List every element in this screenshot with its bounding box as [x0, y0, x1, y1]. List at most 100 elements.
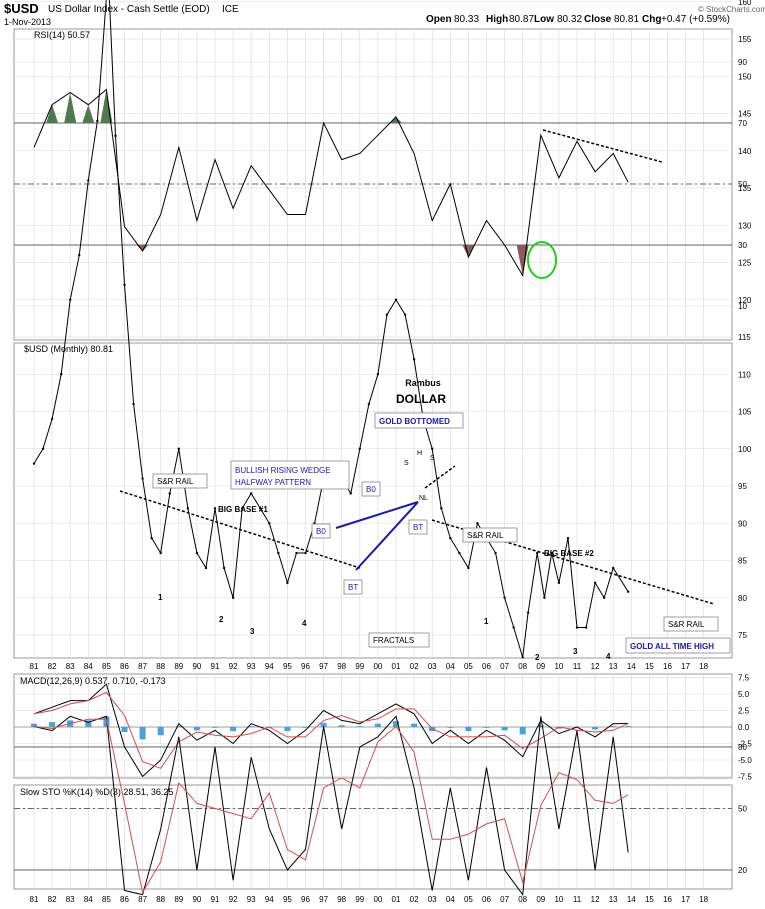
price-ytick-label: 80 [738, 594, 747, 603]
b0-label-1-box [311, 523, 331, 539]
price-xtick-label: 06 [482, 662, 491, 671]
price-point [123, 283, 126, 287]
price-xtick-label: 93 [247, 662, 256, 671]
macd-histogram-bar [230, 727, 237, 732]
price-xtick-label: 85 [102, 662, 111, 671]
rambus-subtitle: Rambus [405, 378, 441, 388]
price-xtick-label: 98 [337, 662, 346, 671]
rsi-trendline [542, 129, 663, 163]
price-point [557, 581, 561, 585]
price-point [204, 566, 208, 570]
sto-xtick-label: 82 [48, 895, 57, 904]
fractals-label-box [368, 632, 430, 648]
wedge-label-box [230, 460, 350, 490]
price-point [349, 492, 352, 495]
price-point [467, 566, 470, 570]
price-point [566, 536, 570, 540]
macd-ytick-label: 0.0 [738, 723, 750, 732]
big-base-1-label: BIG BASE #1 [218, 505, 268, 514]
sto-xtick-label: 15 [645, 895, 654, 904]
sto-xtick-label: 84 [84, 895, 93, 904]
price-point [521, 656, 524, 659]
price-point [367, 402, 371, 406]
sto-xtick-label: 08 [518, 895, 527, 904]
sto-series-line [33, 715, 629, 896]
price-ytick-label: 150 [738, 72, 752, 81]
sto-xtick-label: 90 [192, 895, 201, 904]
rsi-overbought-fill [82, 104, 95, 123]
price-xtick-label: 97 [319, 662, 328, 671]
price-point [550, 551, 553, 555]
price-point [168, 492, 171, 495]
sto-xtick-label: 10 [554, 895, 563, 904]
sto-title: Slow STO %K(14) %D(3) 28.51, 36.25 [20, 787, 173, 797]
price-point [584, 626, 588, 629]
price-point [195, 551, 199, 555]
price-xtick-label: 15 [645, 662, 654, 671]
macd-histogram-bar [483, 727, 490, 728]
sto-xtick-label: 09 [536, 895, 545, 904]
price-xtick-label: 81 [30, 662, 39, 671]
price-point [41, 447, 45, 450]
macd-title: MACD(12,26,9) 0.537, 0.710, -0.173 [20, 676, 166, 686]
open-value: 80.33 [454, 14, 479, 25]
bt-label-2-box [408, 519, 428, 535]
macd-histogram-bar [537, 725, 544, 727]
rsi-ytick-label: 90 [738, 58, 747, 67]
price-xtick-label: 11 [573, 662, 582, 671]
sto-xtick-label: 85 [102, 895, 111, 904]
macd-histogram-bar [212, 727, 218, 728]
price-point [69, 298, 72, 301]
sr-rail-label-2: S&R RAIL [467, 531, 504, 540]
price-point [150, 536, 153, 540]
sto-ytick-label: 80 [738, 743, 747, 752]
price-xtick-label: 92 [229, 662, 238, 671]
price-xtick-label: 94 [265, 662, 274, 671]
sr-rail-label-1-box [152, 473, 208, 489]
price-xtick-label: 08 [518, 662, 527, 671]
sto-xtick-label: 96 [301, 895, 310, 904]
macd-histogram-bar [393, 721, 399, 727]
neckline-trendline [424, 465, 456, 489]
sto-xtick-label: 04 [446, 895, 455, 904]
price-ytick-label: 120 [738, 296, 752, 305]
macd-ytick-label: 2.5 [738, 707, 750, 716]
fractals-label: FRACTALS [373, 636, 414, 645]
macd-histogram-bar [49, 722, 56, 727]
b0-label-2-box [361, 481, 381, 497]
sto-xtick-label: 93 [247, 895, 256, 904]
sto-xtick-label: 97 [319, 895, 328, 904]
price-point [231, 596, 235, 599]
pattern-s-label: S [404, 460, 409, 467]
price-xtick-label: 04 [446, 662, 455, 671]
sto-xtick-label: 99 [355, 895, 364, 904]
gold-bottomed-label: GOLD BOTTOMED [379, 417, 450, 426]
close-label: Close [584, 14, 612, 25]
macd-histogram-bar [447, 727, 454, 728]
price-point [503, 596, 506, 599]
price-point [593, 581, 597, 585]
price-point [59, 373, 63, 376]
price-xtick-label: 12 [591, 662, 600, 671]
macd-signal-line [33, 691, 629, 769]
chg-value: +0.47 (+0.59%) [661, 14, 730, 25]
bt-label-2: BT [413, 523, 423, 532]
wave-number-label: 1 [158, 593, 163, 602]
gold-ath-label: GOLD ALL TIME HIGH [630, 642, 714, 651]
price-ytick-label: 100 [738, 445, 752, 454]
bt-label-1-box [343, 579, 363, 595]
sto-signal-line [33, 718, 629, 894]
wave-number-label: 2 [219, 615, 224, 624]
macd-ytick-label: -7.5 [738, 773, 752, 782]
wedge-lower-line [355, 501, 419, 571]
rsi-ytick-label: 50 [738, 180, 747, 189]
sto-xtick-label: 06 [482, 895, 491, 904]
price-xtick-label: 82 [48, 662, 57, 671]
price-point [159, 551, 162, 555]
macd-histogram-bar [175, 726, 182, 727]
price-point [458, 551, 461, 555]
macd-histogram-bar [85, 720, 92, 727]
header-exchange: ICE [222, 4, 239, 15]
macd-histogram-bar [610, 726, 617, 727]
